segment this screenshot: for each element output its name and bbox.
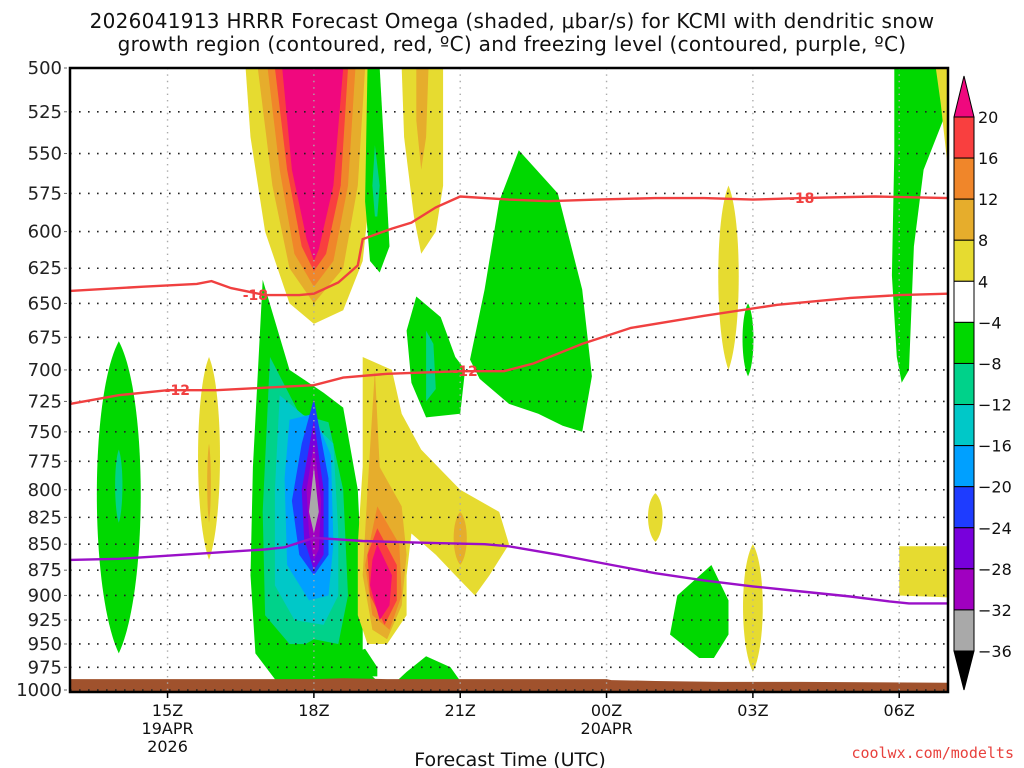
y-tick-label: 575 bbox=[28, 183, 62, 204]
plot-border bbox=[68, 66, 950, 694]
y-tick-label: 550 bbox=[28, 144, 62, 165]
y-tick-label: 750 bbox=[28, 422, 62, 443]
x-tick-label: 03Z bbox=[737, 701, 768, 720]
y-tick-label: 825 bbox=[28, 507, 62, 528]
y-tick-label: 900 bbox=[28, 585, 62, 606]
y-tick-label: 725 bbox=[28, 391, 62, 412]
contour-label: -18 bbox=[243, 288, 268, 304]
omega-region bbox=[370, 544, 392, 620]
omega-region bbox=[372, 145, 380, 217]
omega-region bbox=[743, 544, 763, 672]
y-tick-label: 950 bbox=[28, 634, 62, 655]
contour-label: -18 bbox=[789, 191, 814, 207]
contour-line-minus18 bbox=[69, 195, 949, 297]
y-tick-label: 500 bbox=[28, 58, 62, 79]
colorbar-bin bbox=[953, 116, 975, 159]
omega-region bbox=[396, 656, 461, 681]
y-tick-label: 600 bbox=[28, 222, 62, 243]
y-tick-label: 800 bbox=[28, 480, 62, 501]
colorbar-tick-label: −8 bbox=[978, 354, 1002, 373]
colorbar-bin bbox=[953, 568, 975, 611]
omega-region bbox=[426, 330, 436, 402]
omega-region bbox=[891, 68, 946, 383]
y-tick-label: 675 bbox=[28, 327, 62, 348]
omega-region bbox=[899, 546, 948, 598]
colorbar-bin bbox=[953, 157, 975, 200]
y-tick-label: 975 bbox=[28, 657, 62, 678]
colorbar-bottom-arrow bbox=[953, 650, 975, 691]
colorbar-tick-label: −12 bbox=[978, 396, 1012, 415]
colorbar-tick-label: −4 bbox=[978, 313, 1002, 332]
y-tick-label: 625 bbox=[28, 258, 62, 279]
colorbar-top-arrow bbox=[953, 75, 975, 118]
colorbar-bin bbox=[953, 362, 975, 406]
omega-region bbox=[742, 303, 754, 377]
colorbar: 20 16 12 8 4 −4 −8 −12 −16 −20 −24 −28 −32 −36 bbox=[953, 75, 1012, 691]
colorbar-tick-label: 8 bbox=[978, 231, 988, 250]
colorbar-bin bbox=[953, 527, 975, 570]
omega-region bbox=[718, 185, 739, 370]
colorbar-tick-label: −20 bbox=[978, 478, 1012, 497]
colorbar-bin bbox=[953, 445, 975, 488]
y-tick-label: 700 bbox=[28, 360, 62, 381]
chart-title-line-1: 2026041913 HRRR Forecast Omega (shaded, … bbox=[89, 9, 935, 33]
y-tick-label: 925 bbox=[28, 610, 62, 631]
omega-region bbox=[304, 648, 378, 677]
surface-terrain bbox=[70, 678, 948, 692]
y-tick-label: 850 bbox=[28, 534, 62, 555]
y-tick-label: 650 bbox=[28, 293, 62, 314]
colorbar-tick-label: 12 bbox=[978, 190, 998, 209]
y-tick-label: 1000 bbox=[16, 680, 62, 701]
omega-region bbox=[282, 68, 344, 261]
omega-region bbox=[416, 68, 429, 170]
plot-frame bbox=[68, 66, 950, 694]
omega-shading bbox=[70, 68, 948, 692]
freezing-level-line bbox=[69, 536, 948, 605]
colorbar-tick-label: −16 bbox=[978, 437, 1012, 456]
colorbar-bin bbox=[953, 486, 975, 529]
omega-region bbox=[935, 68, 948, 170]
colorbar-tick-label: −24 bbox=[978, 519, 1012, 538]
colorbar-tick-label: 20 bbox=[978, 108, 998, 127]
x-tick-date: 20APR bbox=[581, 719, 633, 738]
colorbar-bin bbox=[953, 609, 975, 652]
x-tick-year: 2026 bbox=[147, 737, 188, 756]
x-tick-label: 18Z bbox=[298, 701, 329, 720]
x-tick-label: 00Z bbox=[591, 701, 622, 720]
contour-label: -12 bbox=[165, 383, 190, 399]
colorbar-tick-label: −36 bbox=[978, 642, 1012, 661]
colorbar-tick-label: −28 bbox=[978, 560, 1012, 579]
omega-region bbox=[470, 150, 592, 432]
omega-region bbox=[406, 296, 466, 418]
x-tick-label: 21Z bbox=[445, 701, 476, 720]
y-tick-label: 875 bbox=[28, 560, 62, 581]
omega-region bbox=[453, 511, 467, 566]
omega-region bbox=[207, 443, 211, 523]
colorbar-bin bbox=[953, 198, 975, 241]
y-axis: 500 525 550 575 600 625 650 675 700 725 750 775 800 8… bbox=[16, 58, 67, 701]
y-tick-label: 775 bbox=[28, 451, 62, 472]
credit-text: coolwx.com/modelts bbox=[851, 744, 1014, 762]
y-tick-label: 525 bbox=[28, 102, 62, 123]
x-tick-date: 19APR bbox=[142, 719, 194, 738]
omega-region bbox=[670, 565, 729, 658]
colorbar-tick-label: 4 bbox=[978, 272, 988, 291]
colorbar-tick-label: −32 bbox=[978, 601, 1012, 620]
chart-title-line-2: growth region (contoured, red, ºC) and f… bbox=[117, 32, 907, 56]
colorbar-tick-label: 16 bbox=[978, 149, 998, 168]
contour-line-minus12 bbox=[69, 292, 949, 406]
colorbar-bin bbox=[953, 239, 975, 282]
contour-lines: -12 -18 -12 -18 bbox=[69, 191, 949, 605]
omega-region bbox=[309, 467, 319, 534]
contour-label: -12 bbox=[452, 364, 477, 380]
x-axis-label: Forecast Time (UTC) bbox=[414, 749, 605, 768]
omega-region bbox=[115, 449, 123, 523]
colorbar-bin bbox=[953, 280, 975, 323]
x-tick-label: 15Z bbox=[152, 701, 183, 720]
x-tick-label: 06Z bbox=[884, 701, 915, 720]
colorbar-bin bbox=[953, 404, 975, 447]
colorbar-bin bbox=[953, 321, 975, 364]
